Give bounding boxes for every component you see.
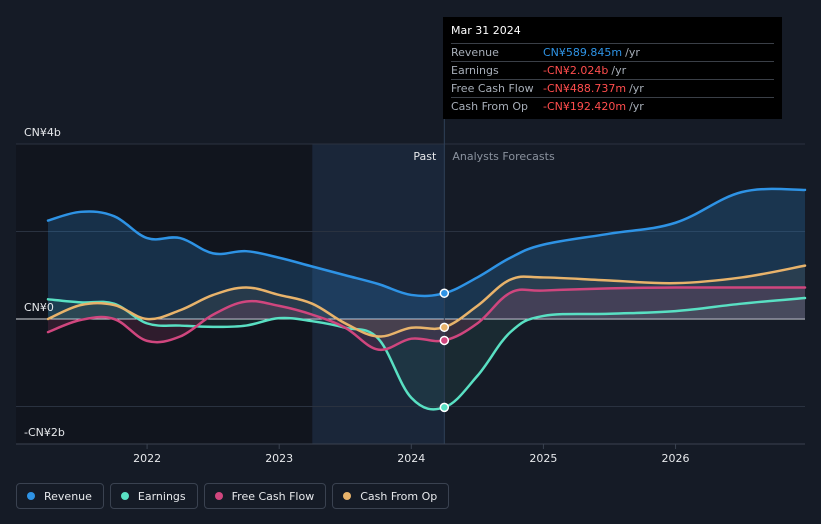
tooltip-row-free-cash-flow: Free Cash Flow -CN¥488.737m/yr	[451, 79, 774, 97]
legend-label: Earnings	[137, 489, 186, 503]
legend-dot-icon	[343, 492, 352, 500]
forecast-label: Analysts Forecasts	[452, 150, 555, 163]
legend-dot-icon	[214, 492, 223, 500]
free-cash-flow-highlight-point	[439, 335, 450, 346]
legend-item-revenue[interactable]: Revenue	[16, 483, 104, 509]
cash-from-op-area	[48, 265, 805, 337]
tooltip-metric-value: -CN¥192.420m	[543, 100, 627, 113]
revenue-area	[48, 188, 805, 319]
series-lines	[46, 187, 807, 411]
past-label: Past	[413, 150, 437, 163]
financials-chart: 2022 2023 2024 2025 2026 CN¥4b CN¥0 -CN¥2b P…	[16, 96, 807, 465]
y-label-bottom: -CN¥2b	[24, 426, 65, 439]
legend-dot-icon	[27, 492, 35, 500]
x-axis-ticks: 2022 2023 2024 2025 2026	[133, 444, 690, 465]
tooltip-metric-unit: /yr	[629, 82, 644, 95]
revenue-line	[46, 187, 807, 298]
legend-item-cash-from-op[interactable]: Cash From Op	[332, 483, 450, 509]
tooltip-metric-unit: /yr	[611, 64, 627, 77]
legend-label: Free Cash Flow	[231, 489, 315, 503]
legend-item-free-cash-flow[interactable]: Free Cash Flow	[203, 483, 327, 509]
highlight-markers	[439, 288, 450, 413]
y-label-top: CN¥4b	[24, 126, 61, 139]
tooltip-metric-value: CN¥589.845m	[543, 46, 623, 59]
past-region-shade	[312, 144, 445, 444]
tooltip-metric-name: Cash From Op	[451, 100, 529, 113]
tooltip-row-revenue: Revenue CN¥589.845m/yr	[451, 43, 774, 61]
legend-label: Cash From Op	[360, 489, 438, 503]
earnings-line	[46, 296, 807, 411]
x-tick-label: 2025	[529, 452, 557, 465]
tooltip-panel: Mar 31 2024 Revenue CN¥589.845m/yr Earning…	[443, 17, 782, 119]
legend-dot-icon	[120, 492, 129, 500]
x-tick-label: 2022	[133, 452, 161, 465]
tooltip-metric-unit: /yr	[625, 46, 640, 59]
x-tick-label: 2026	[662, 452, 690, 465]
tooltip-metric-unit: /yr	[629, 100, 644, 113]
revenue-highlight-point	[439, 288, 450, 298]
legend: Revenue Earnings Free Cash Flow Cash From O…	[16, 483, 450, 509]
tooltip-metric-name: Revenue	[451, 46, 499, 59]
tooltip-metric-name: Free Cash Flow	[451, 82, 534, 95]
tooltip-metric-value: -CN¥2.024b	[543, 64, 609, 77]
legend-label: Revenue	[44, 489, 92, 503]
early-history-shade	[16, 144, 313, 444]
free-cash-flow-area	[48, 287, 805, 350]
earnings-highlight-point	[439, 402, 450, 413]
free-cash-flow-line	[46, 286, 807, 352]
tooltip-row-earnings: Earnings -CN¥2.024b/yr	[451, 61, 774, 79]
cash-from-op-line	[46, 264, 807, 338]
tooltip-row-cash-from-op: Cash From Op -CN¥192.420m/yr	[451, 97, 774, 115]
tooltip-date: Mar 31 2024	[451, 24, 521, 37]
gridlines	[16, 143, 805, 407]
x-tick-label: 2023	[265, 452, 293, 465]
tooltip-metric-value: -CN¥488.737m	[543, 82, 627, 95]
tooltip-metric-name: Earnings	[451, 64, 499, 77]
y-label-zero: CN¥0	[24, 301, 54, 314]
cash-from-op-highlight-point	[439, 322, 450, 333]
legend-item-earnings[interactable]: Earnings	[109, 483, 198, 509]
x-tick-label: 2024	[397, 452, 425, 465]
